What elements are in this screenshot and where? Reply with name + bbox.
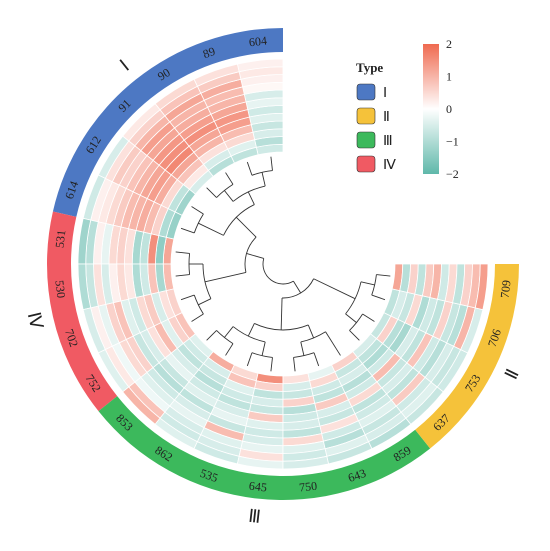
dendrogram-branch: [313, 278, 356, 300]
dendrogram-branch: [300, 331, 326, 343]
dendrogram-branch: [261, 341, 266, 356]
dendrogram-branch: [246, 253, 264, 259]
dendrogram-branch: [280, 297, 283, 330]
dendrogram-branch: [325, 331, 341, 356]
legend-label: Ⅲ: [383, 134, 393, 149]
legend-title: Type: [356, 60, 383, 75]
colorbar-tick-label: −1: [446, 135, 459, 149]
dendrogram-branch: [376, 274, 391, 277]
colorbar-gradient: [423, 44, 439, 174]
colorbar-tick-label: 2: [446, 37, 452, 51]
dendrogram-branch: [188, 253, 191, 275]
dendrogram-branch: [206, 187, 217, 198]
group-ring-segment: [415, 264, 519, 449]
dendrogram-branch: [247, 323, 255, 337]
heatmap-cell: [474, 263, 489, 311]
sample-label: 706: [485, 327, 504, 349]
dendrogram-branch: [345, 313, 357, 323]
dendrogram-branch: [198, 222, 224, 236]
dendrogram-branch: [293, 357, 296, 372]
sample-label: 89: [201, 44, 217, 61]
group-label: Ⅳ: [24, 310, 47, 331]
dendrogram-branch: [300, 341, 305, 356]
sample-label: 604: [248, 33, 267, 49]
sample-label: 750: [298, 479, 317, 495]
dendrogram-branch: [198, 298, 212, 306]
legend-label: Ⅳ: [383, 158, 396, 173]
legend-swatch: [356, 83, 376, 101]
dendrogram-branch: [270, 156, 273, 171]
dendrogram-branch: [224, 190, 234, 202]
colorbar: 2 1 0 −1 −2: [423, 37, 459, 181]
group-label: Ⅲ: [247, 506, 262, 527]
dendrogram-branch: [204, 272, 247, 283]
group-label: Ⅱ: [501, 366, 523, 383]
dendrogram-branch: [206, 330, 217, 341]
legend-label: Ⅱ: [383, 110, 390, 125]
dendrogram-branch: [225, 172, 234, 185]
dendrogram-branch: [360, 281, 375, 286]
sample-label: 702: [62, 327, 81, 349]
sample-label: 614: [62, 179, 81, 201]
sample-label: 535: [198, 466, 220, 485]
dendrogram-branch: [349, 330, 360, 341]
sample-label: 530: [52, 279, 68, 298]
legend-label: Ⅰ: [383, 86, 387, 101]
dendrogram-branch: [180, 227, 195, 234]
dendrogram-branch: [362, 313, 375, 322]
dendrogram-branch: [180, 294, 195, 301]
sample-label: 709: [498, 279, 514, 298]
dendrogram-branch: [225, 343, 234, 356]
dendrogram-branch: [262, 258, 294, 285]
group-ring-segment: [52, 28, 284, 217]
legend-swatch: [356, 107, 376, 125]
sample-label: 643: [346, 466, 368, 485]
dendrogram-branch: [175, 251, 190, 254]
heatmap-cells: [77, 58, 489, 470]
dendrogram-branch: [191, 206, 204, 215]
dendrogram-branch: [191, 313, 204, 322]
dendrogram-branch: [175, 274, 190, 277]
dendrogram-branch: [246, 161, 253, 176]
dendrogram-branch: [236, 217, 257, 238]
dendrogram-branch: [270, 357, 273, 372]
group-label: Ⅰ: [116, 56, 133, 75]
group-ring-segment: [98, 396, 431, 500]
legend-swatch: [356, 155, 376, 173]
colorbar-tick-label: 1: [446, 70, 452, 84]
dendrogram: [175, 156, 391, 372]
dendrogram-branch: [307, 324, 315, 339]
colorbar-tick-label: −2: [446, 167, 459, 181]
dendrogram-branch: [293, 280, 302, 294]
dendrogram-branch: [246, 352, 253, 367]
type-legend: Type Ⅰ Ⅱ Ⅲ Ⅳ: [356, 60, 396, 173]
dendrogram-branch: [371, 294, 386, 301]
dendrogram-branch: [224, 326, 234, 338]
dendrogram-branch: [247, 191, 255, 205]
group-ring: [47, 28, 519, 500]
sample-label: 531: [52, 229, 68, 248]
sample-label: 645: [248, 479, 267, 495]
dendrogram-branch: [313, 352, 320, 367]
colorbar-tick-label: 0: [446, 102, 452, 116]
group-ring-segment: [47, 211, 118, 412]
dendrogram-branch: [261, 172, 266, 187]
legend-swatch: [356, 131, 376, 149]
